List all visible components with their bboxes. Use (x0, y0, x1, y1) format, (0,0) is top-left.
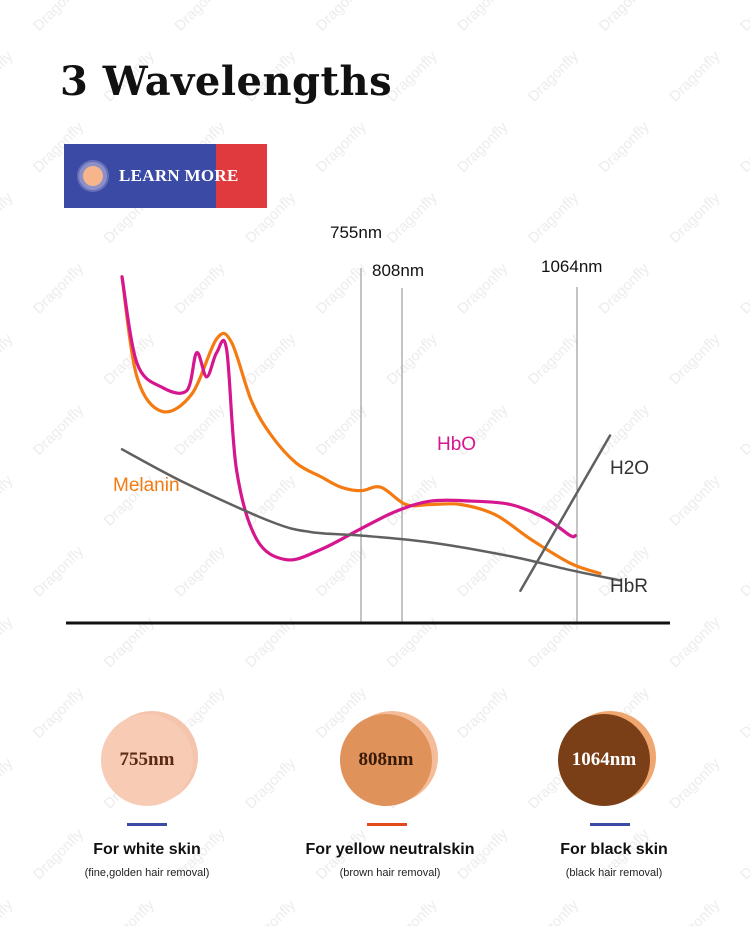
page-title: 3 Wavelengths (60, 58, 393, 105)
underline-755nm (127, 823, 167, 826)
series-label-h2o: H2O (610, 458, 649, 479)
series-line-h2o (519, 434, 612, 592)
series-line-melanin (120, 275, 602, 576)
caption-white-skin: For white skin (93, 841, 201, 858)
caption-yellow-skin: For yellow neutralskin (305, 841, 475, 858)
subcaption-black-skin: (black hair removal) (565, 867, 663, 879)
marker-label-808nm: 808nm (372, 261, 424, 280)
circle-808nm: 808nm (340, 714, 432, 806)
subcaption-yellow-skin: (brown hair removal) (339, 867, 441, 879)
underline-1064nm (590, 823, 630, 826)
series-label-melanin: Melanin (113, 475, 180, 496)
marker-label-1064nm: 1064nm (541, 257, 602, 276)
circle-755nm: 755nm (101, 714, 193, 806)
series-label-hbo: HbO (437, 434, 476, 455)
circle-dot-icon (79, 162, 107, 190)
subcaption-white-skin: (fine,golden hair removal) (84, 867, 210, 879)
series-line-hbr (120, 448, 622, 582)
underline-808nm (367, 823, 407, 826)
circle-1064nm: 1064nm (558, 714, 650, 806)
learn-more-label: LEARN MORE (119, 166, 239, 185)
caption-black-skin: For black skin (560, 841, 668, 858)
learn-more-button[interactable]: LEARN MORE (64, 144, 267, 208)
marker-label-755nm: 755nm (330, 223, 382, 242)
series-line-hbo (120, 275, 577, 562)
series-label-hbr: HbR (610, 576, 648, 597)
wavelength-chart: 755nm 808nm 1064nm Melanin HbO HbR H2O (66, 223, 670, 625)
